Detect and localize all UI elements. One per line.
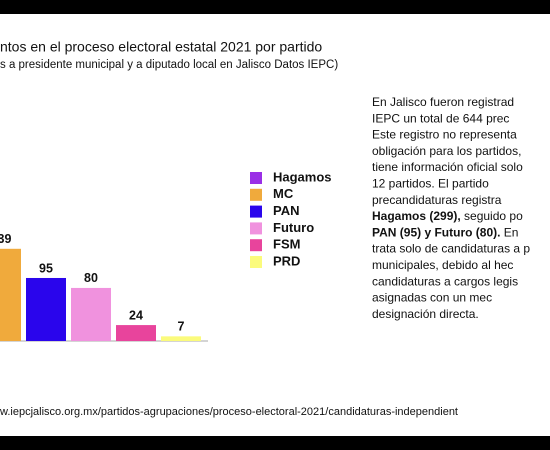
title: ntos en el proceso electoral estatal 202… [0, 39, 322, 55]
paragraph-line: precandidaturas registra [372, 193, 502, 207]
bar [161, 336, 201, 341]
paragraph-segment: Hagamos (299), [372, 209, 461, 223]
paragraph-segment: trata solo de candidaturas a p [372, 242, 530, 256]
paragraph-line: En Jalisco fueron registrad [372, 95, 514, 109]
paragraph-segment: IEPC un total de 644 prec [372, 111, 509, 125]
paragraph-segment: Este registro no representa [372, 128, 517, 142]
paragraph-segment: En [500, 226, 518, 240]
slide-background [0, 14, 550, 436]
legend-swatch [250, 239, 262, 252]
paragraph-segment: designación directa. [372, 307, 479, 321]
legend-label: PAN [273, 203, 299, 218]
paragraph-segment: obligación para los partidos, [372, 144, 521, 158]
bar [0, 248, 21, 341]
legend-swatch [250, 256, 262, 268]
paragraph-line: candidaturas a cargos legis [372, 274, 518, 288]
legend-label: MC [273, 186, 294, 201]
value-label: 24 [129, 308, 143, 322]
legend-swatch [250, 222, 262, 235]
paragraph-line: tiene información oficial solo [372, 160, 523, 174]
paragraph-line: IEPC un total de 644 prec [372, 111, 509, 125]
legend-swatch [250, 172, 262, 184]
legend-label: FSM [273, 237, 300, 252]
paragraph-segment: candidaturas a cargos legis [372, 274, 518, 288]
paragraph-line: obligación para los partidos, [372, 144, 521, 158]
paragraph-segment: 12 partidos. El partido [372, 177, 489, 191]
paragraph-segment: PAN (95) y Futuro (80). [372, 226, 500, 240]
value-label: 139 [0, 232, 11, 246]
bar [71, 287, 111, 341]
paragraph-segment: asignadas con un mec [372, 291, 492, 305]
value-label: 95 [39, 261, 53, 275]
paragraph-segment: En Jalisco fueron registrad [372, 95, 514, 109]
paragraph-line: 12 partidos. El partido [372, 177, 489, 191]
legend-label: PRD [273, 253, 300, 268]
paragraph-segment: municipales, debido al hec [372, 258, 513, 272]
paragraph-line: designación directa. [372, 307, 479, 321]
paragraph-segment: precandidaturas registra [372, 193, 502, 207]
paragraph-line: Hagamos (299), seguido po [372, 209, 523, 223]
bar [26, 277, 66, 341]
paragraph-segment: seguido po [461, 209, 523, 223]
paragraph-line: Este registro no representa [372, 128, 517, 142]
paragraph-segment: tiene información oficial solo [372, 160, 523, 174]
paragraph-line: municipales, debido al hec [372, 258, 513, 272]
legend-swatch [250, 188, 262, 201]
value-label: 7 [178, 320, 185, 334]
subtitle: s a presidente municipal y a diputado lo… [0, 59, 338, 71]
paragraph-line: asignadas con un mec [372, 291, 492, 305]
footer-url: w.iepcjalisco.org.mx/partidos-agrupacion… [0, 406, 458, 418]
bar [116, 325, 156, 341]
legend-swatch [250, 205, 262, 218]
legend-label: Hagamos [273, 169, 332, 184]
paragraph-line: trata solo de candidaturas a p [372, 242, 530, 256]
value-label: 80 [84, 271, 98, 285]
paragraph-line: PAN (95) y Futuro (80). En [372, 226, 518, 240]
legend-label: Futuro [273, 220, 314, 235]
